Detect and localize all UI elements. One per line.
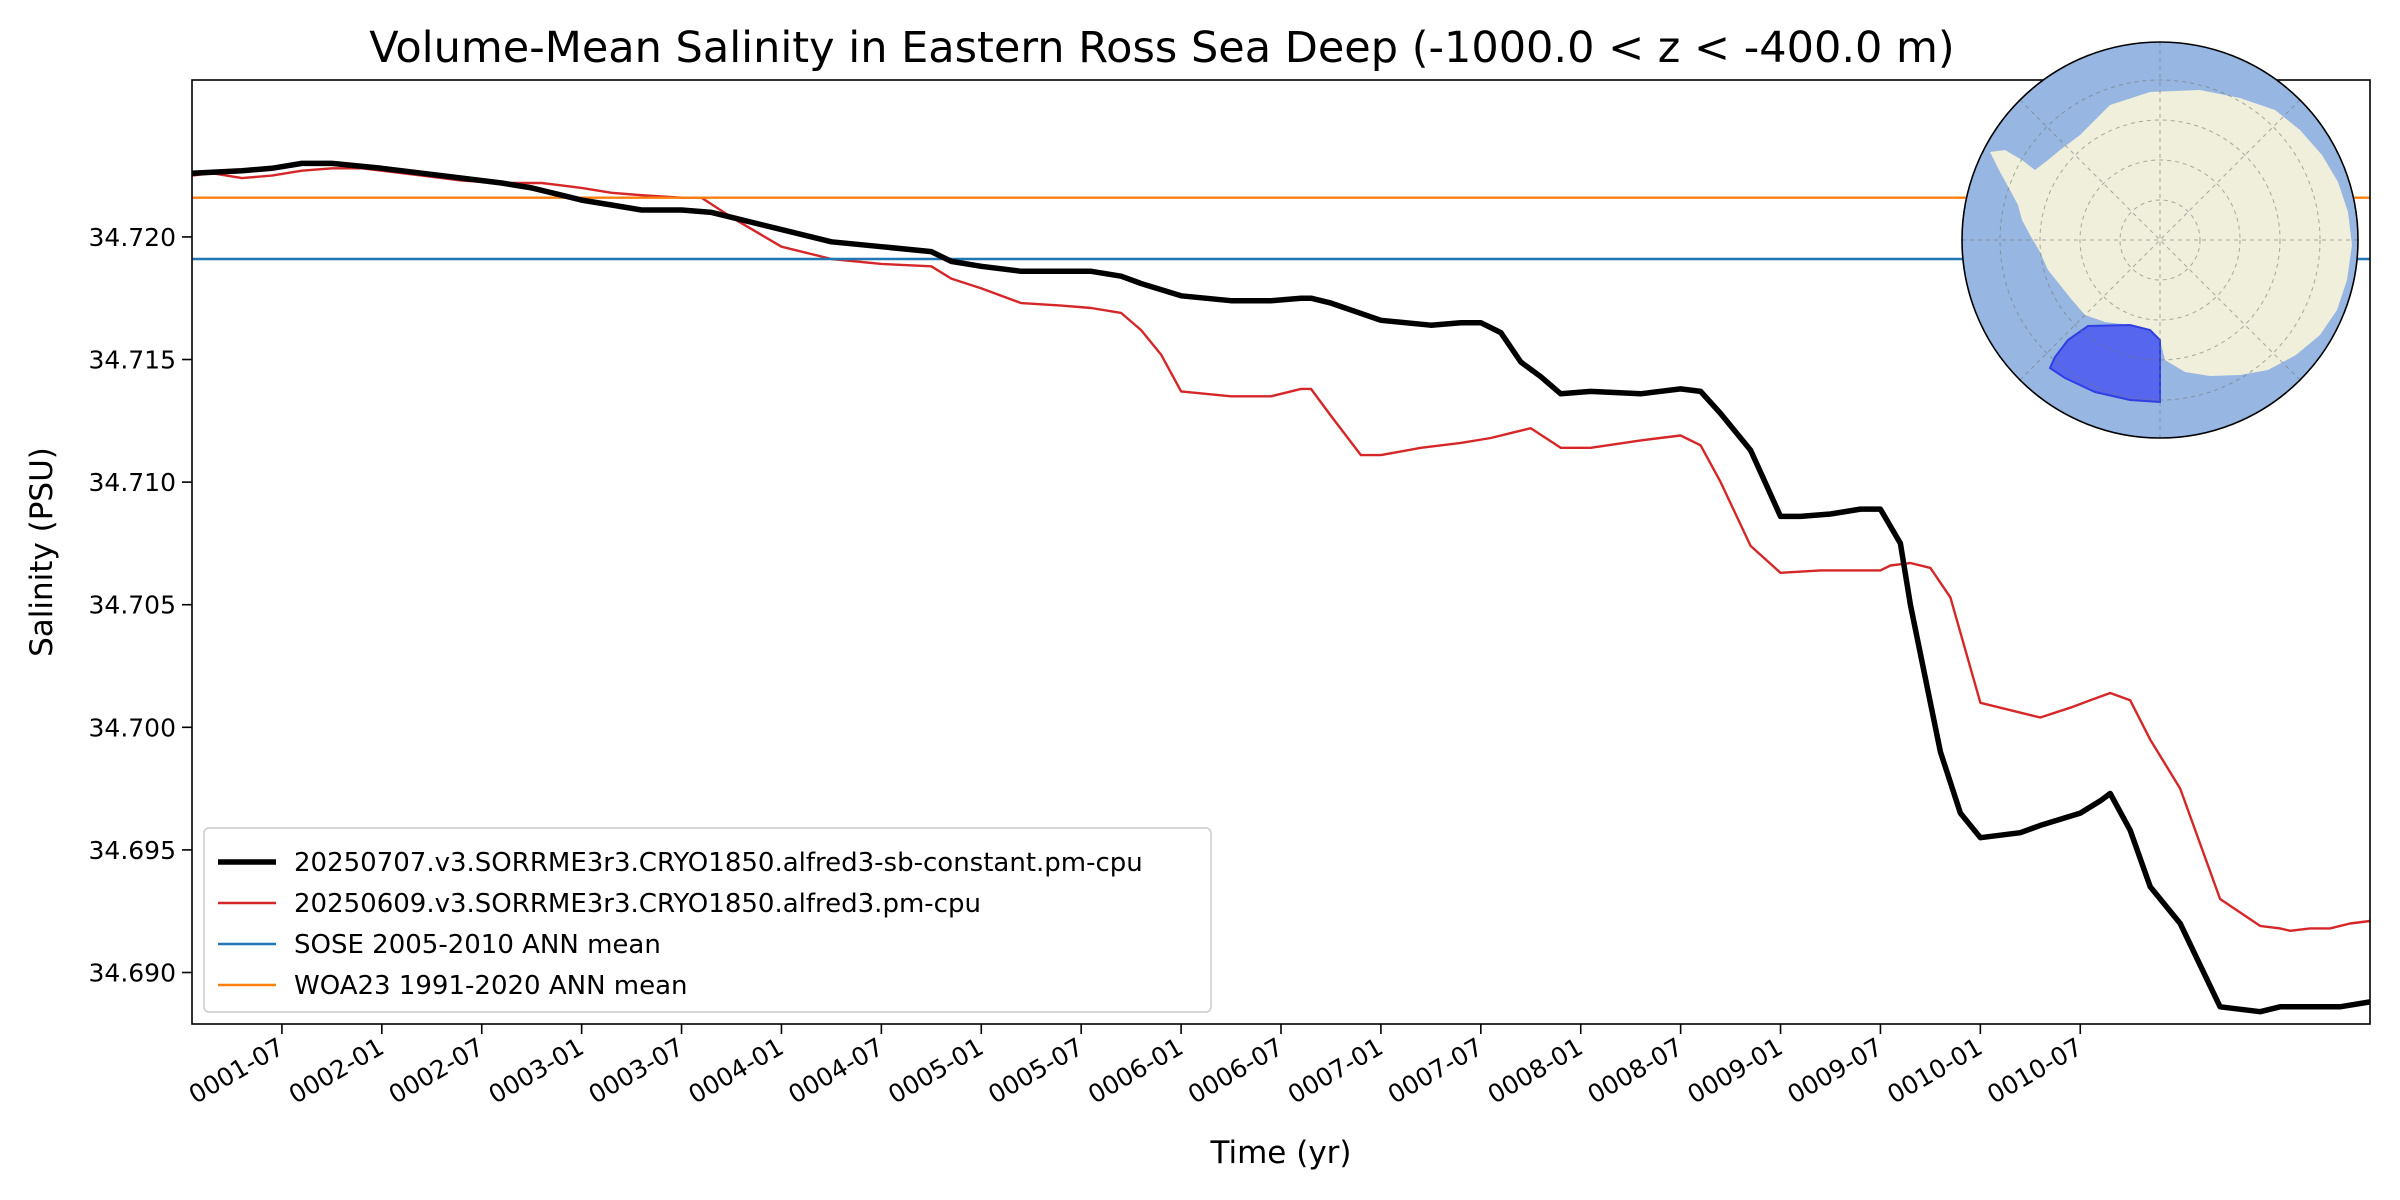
x-tick-label: 0007-07 [1383,1032,1488,1109]
x-tick-label: 0007-01 [1283,1032,1388,1109]
x-tick-label: 0010-07 [1982,1032,2087,1109]
map-outline [1961,41,2359,439]
legend-label: 20250707.v3.SORRME3r3.CRYO1850.alfred3-s… [294,848,1143,878]
x-tick-label: 0006-07 [1183,1032,1288,1109]
series-line-0 [191,160,2371,1015]
y-tick-label: 34.710 [89,468,176,497]
y-tick-label: 34.700 [89,713,176,742]
x-tick-label: 0006-01 [1083,1032,1188,1109]
y-tick-label: 34.695 [89,836,176,865]
x-tick-label: 0002-01 [284,1032,389,1109]
x-tick-label: 0003-07 [584,1032,689,1109]
x-tick-label: 0008-07 [1583,1032,1688,1109]
x-tick-label: 0004-01 [683,1032,788,1109]
chart-title: Volume-Mean Salinity in Eastern Ross Sea… [369,23,1954,73]
legend-entries: 20250707.v3.SORRME3r3.CRYO1850.alfred3-s… [218,848,1143,1001]
legend-label: WOA23 1991-2020 ANN mean [294,971,688,1001]
y-axis: 34.690 34.695 34.700 34.705 34.710 34.715 34.7… [89,223,192,988]
inset-map [1961,41,2359,439]
legend-label: SOSE 2005-2010 ANN mean [294,930,661,960]
x-tick-label: 0005-01 [883,1032,988,1109]
x-tick-label: 0009-07 [1782,1032,1887,1109]
x-axis-label: Time (yr) [1210,1135,1352,1171]
x-tick-label: 0002-07 [384,1032,489,1109]
x-tick-label: 0010-01 [1882,1032,1987,1109]
map-graticule [1962,42,2358,438]
legend-box [203,827,1212,1013]
map-region-highlight [2048,323,2161,404]
y-tick-label: 34.720 [89,223,176,252]
x-tick-label: 0003-01 [484,1032,589,1109]
series-layer [191,160,2371,1015]
legend-label: 20250609.v3.SORRME3r3.CRYO1850.alfred3.p… [294,889,981,919]
y-tick-label: 34.705 [89,591,176,620]
x-tick-label: 0008-01 [1483,1032,1588,1109]
x-tick-label: 0009-01 [1683,1032,1788,1109]
y-tick-label: 34.690 [89,959,176,988]
legend: 20250707.v3.SORRME3r3.CRYO1850.alfred3-s… [203,827,1212,1013]
x-tick-label: 0005-07 [983,1032,1088,1109]
series-line-1 [191,167,2371,932]
x-tick-label: 0001-07 [184,1032,289,1109]
y-tick-label: 34.715 [89,346,176,375]
x-tick-label: 0004-07 [783,1032,888,1109]
x-axis: 0001-070002-010002-070003-010003-070004-… [184,1024,2087,1109]
y-axis-label: Salinity (PSU) [24,447,60,657]
